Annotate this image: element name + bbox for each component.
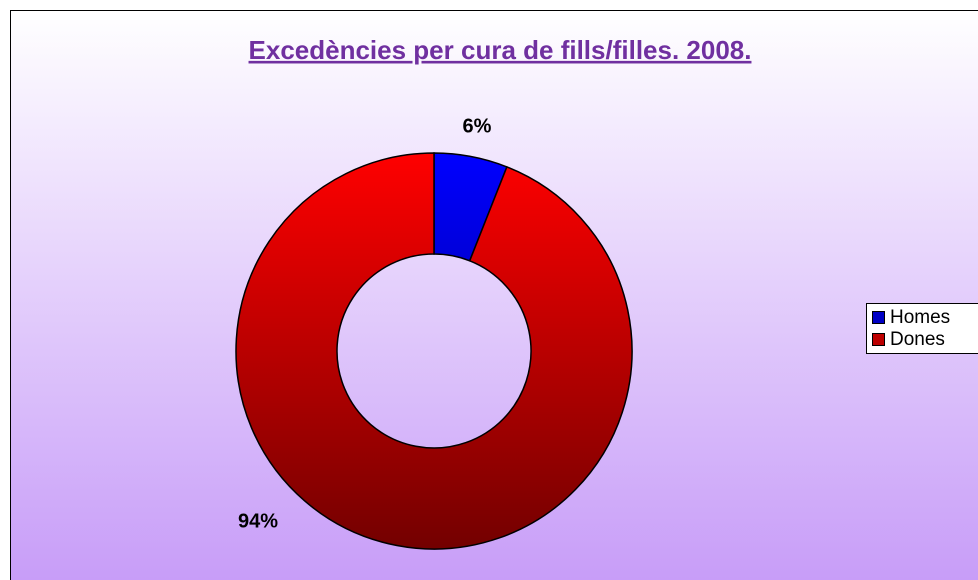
legend-box bbox=[866, 303, 978, 354]
donut-segment bbox=[235, 152, 633, 550]
legend-label: Dones bbox=[890, 329, 945, 350]
legend-label: Homes bbox=[890, 307, 950, 328]
data-label: 6% bbox=[463, 115, 492, 137]
data-label: 94% bbox=[238, 510, 278, 532]
legend-swatch bbox=[872, 333, 885, 346]
legend-swatch bbox=[872, 311, 885, 324]
chart-title: Excedències per cura de fills/filles. 20… bbox=[249, 35, 752, 65]
